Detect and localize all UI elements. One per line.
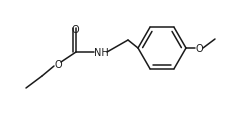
Text: NH: NH <box>93 48 108 59</box>
Text: O: O <box>194 45 202 55</box>
Text: O: O <box>71 25 78 35</box>
Text: O: O <box>54 61 62 71</box>
